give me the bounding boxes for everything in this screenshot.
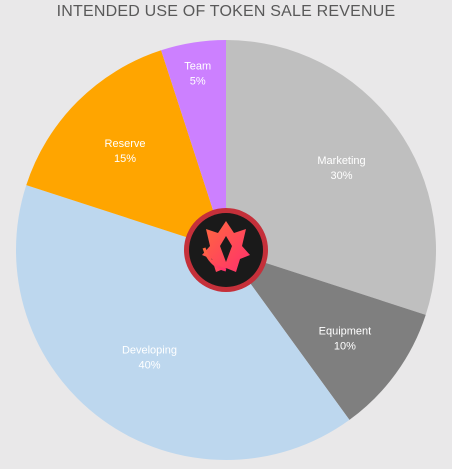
slice-label-reserve: Reserve — [105, 138, 146, 150]
slice-value-marketing: 30% — [331, 170, 353, 182]
slice-label-team: Team — [184, 61, 211, 73]
pie-slice-equipment — [226, 250, 426, 420]
slice-value-developing: 40% — [138, 359, 160, 371]
center-logo — [184, 208, 268, 292]
fox-flame-icon — [202, 221, 250, 272]
pie-slice-reserve — [26, 50, 226, 250]
slice-value-equipment: 10% — [334, 340, 356, 352]
pie-slices — [16, 40, 436, 460]
pie-slice-team — [161, 40, 226, 250]
slice-value-reserve: 15% — [114, 153, 136, 165]
slice-label-equipment: Equipment — [319, 325, 372, 337]
chart-title: INTENDED USE OF TOKEN SALE REVENUE — [56, 3, 396, 20]
slice-label-developing: Developing — [122, 344, 177, 356]
pie-slice-developing — [16, 185, 350, 460]
slice-label-marketing: Marketing — [317, 155, 365, 167]
pie-labels: Marketing 30% Equipment 10% Developing 40% Res… — [105, 61, 372, 372]
slice-value-team: 5% — [190, 76, 206, 88]
pie-slice-marketing — [226, 40, 436, 315]
